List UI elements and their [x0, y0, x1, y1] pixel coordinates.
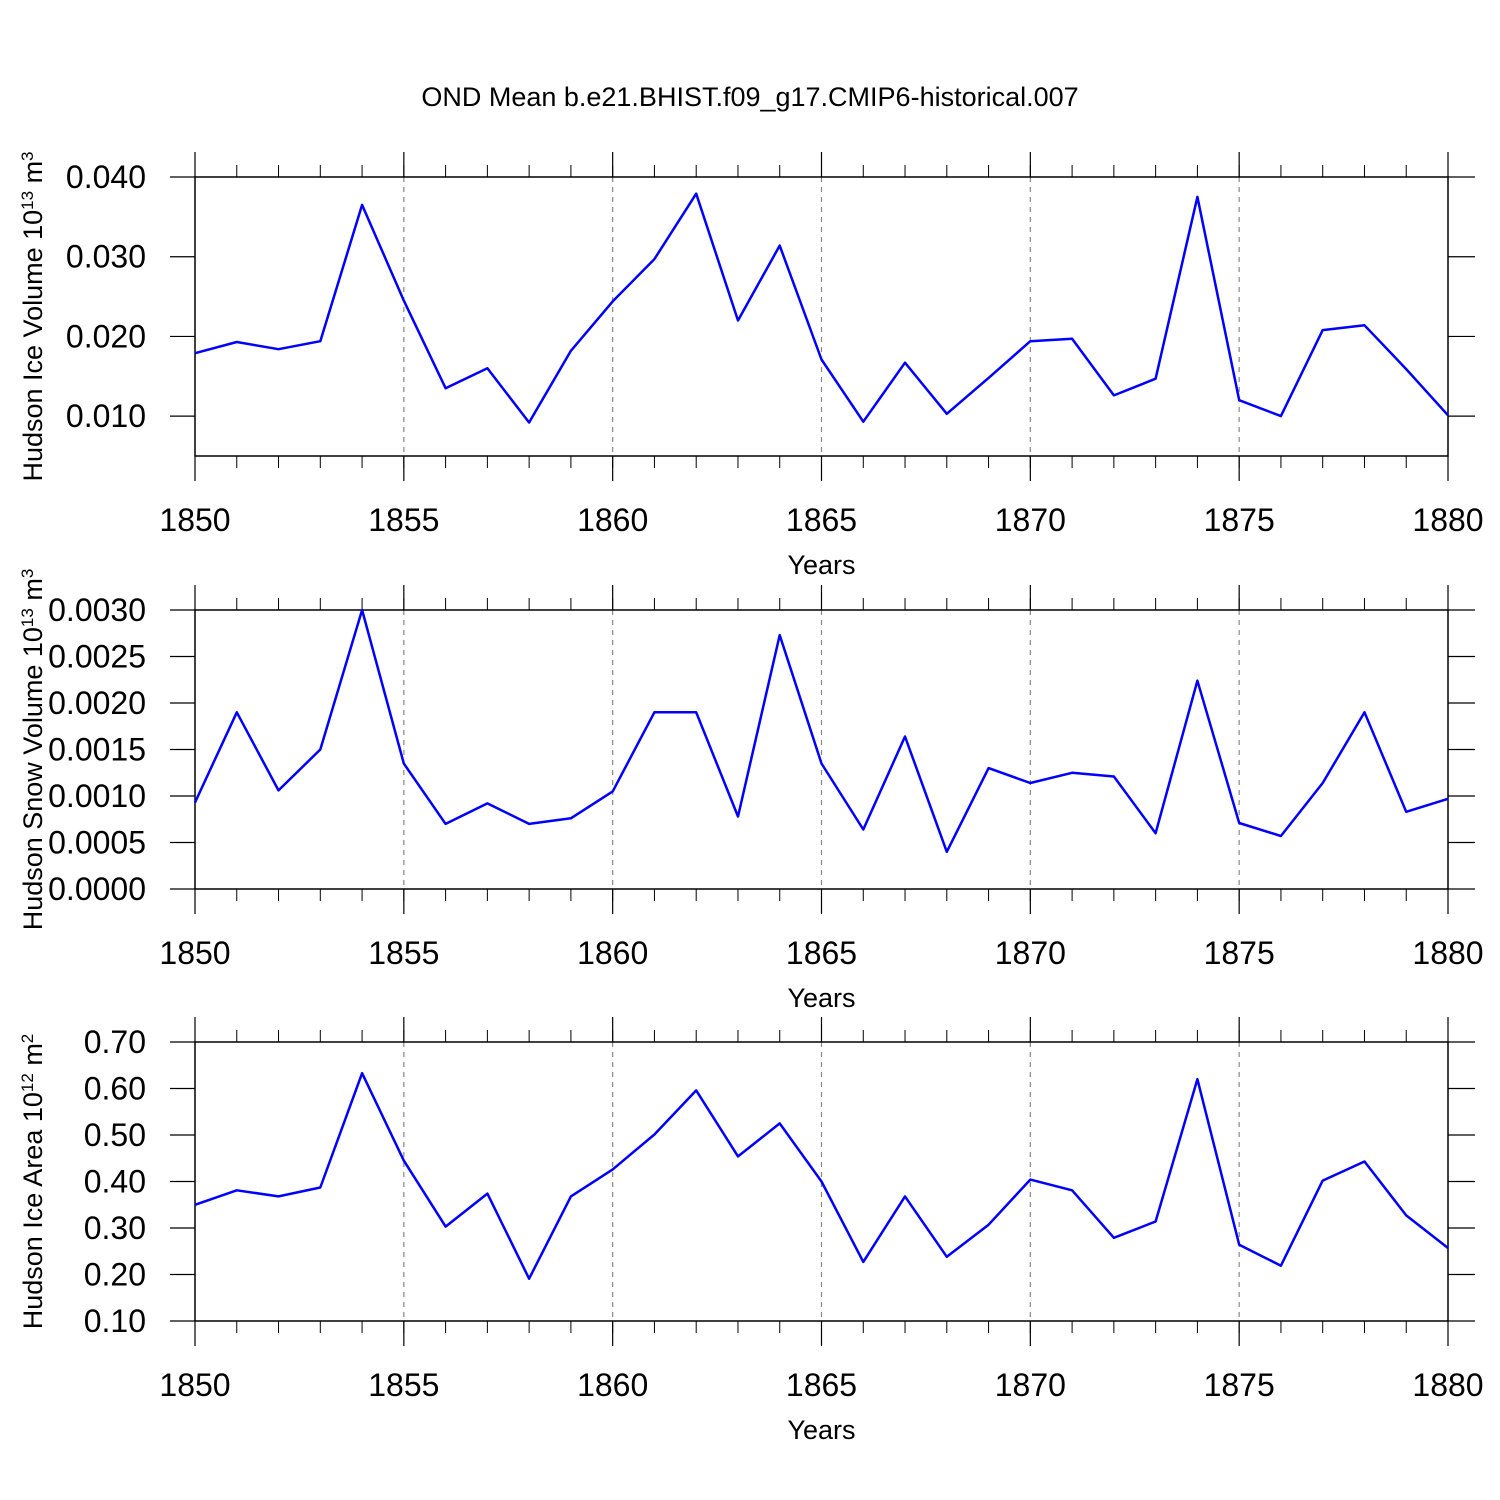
x-axis-label: Years: [787, 550, 855, 580]
y-label-text: Hudson Ice Volume 10: [18, 210, 48, 482]
y-label-superscript: 13: [18, 608, 37, 627]
y-tick-label: 0.40: [84, 1164, 146, 1200]
x-tick-label: 1860: [577, 502, 648, 538]
x-tick-label: 1880: [1412, 502, 1483, 538]
y-tick-label: 0.50: [84, 1117, 146, 1153]
y-tick-label: 0.020: [66, 318, 146, 354]
y-label-superscript: 13: [18, 191, 37, 210]
x-axis-label: Years: [787, 1415, 855, 1445]
y-tick-label: 0.0015: [48, 732, 146, 768]
x-tick-label: 1865: [786, 935, 857, 971]
y-label-text: Hudson Ice Area 10: [18, 1092, 48, 1329]
x-tick-label: 1880: [1412, 1367, 1483, 1403]
y-label-superscript: 3: [18, 151, 37, 160]
x-tick-label: 1865: [786, 1367, 857, 1403]
y-tick-label: 0.10: [84, 1303, 146, 1339]
y-label-text: m: [18, 1043, 48, 1073]
y-tick-label: 0.010: [66, 398, 146, 434]
x-tick-label: 1865: [786, 502, 857, 538]
plot-frame: [194, 176, 1449, 457]
x-tick-label: 1850: [159, 1367, 230, 1403]
x-tick-label: 1855: [368, 502, 439, 538]
y-tick-label: 0.60: [84, 1071, 146, 1107]
x-tick-label: 1855: [368, 1367, 439, 1403]
y-tick-label: 0.0000: [48, 871, 146, 907]
y-axis-label: Hudson Ice Volume 1013 m3: [18, 151, 48, 481]
x-tick-label: 1875: [1204, 935, 1275, 971]
data-line: [194, 1071, 1449, 1280]
data-line: [194, 192, 1449, 424]
y-tick-label: 0.0030: [48, 592, 146, 628]
x-tick-label: 1870: [995, 1367, 1066, 1403]
y-tick-label: 0.0025: [48, 639, 146, 675]
y-tick-label: 0.0020: [48, 685, 146, 721]
y-tick-label: 0.30: [84, 1210, 146, 1246]
y-axis-label: Hudson Ice Area 1012 m2: [18, 1034, 48, 1330]
x-tick-label: 1870: [995, 502, 1066, 538]
x-tick-label: 1880: [1412, 935, 1483, 971]
x-tick-label: 1860: [577, 935, 648, 971]
y-label-superscript: 2: [18, 1034, 37, 1043]
y-label-text: m: [18, 161, 48, 191]
y-label-superscript: 12: [18, 1073, 37, 1092]
chart-title: OND Mean b.e21.BHIST.f09_g17.CMIP6-histo…: [421, 82, 1078, 112]
y-label-text: m: [18, 578, 48, 608]
x-tick-label: 1875: [1204, 502, 1275, 538]
data-line: [193, 608, 1449, 854]
plot-frame: [194, 609, 1449, 890]
y-tick-label: 0.030: [66, 239, 146, 275]
y-axis-label: Hudson Snow Volume 1013 m3: [18, 569, 48, 931]
y-tick-label: 0.70: [84, 1024, 146, 1060]
x-tick-label: 1860: [577, 1367, 648, 1403]
y-label-superscript: 3: [18, 569, 37, 578]
x-tick-label: 1850: [159, 502, 230, 538]
y-tick-label: 0.040: [66, 159, 146, 195]
x-axis-label: Years: [787, 983, 855, 1013]
y-tick-label: 0.0005: [48, 825, 146, 861]
x-tick-label: 1875: [1204, 1367, 1275, 1403]
y-label-text: Hudson Snow Volume 10: [18, 627, 48, 930]
y-tick-label: 0.20: [84, 1257, 146, 1293]
x-tick-label: 1855: [368, 935, 439, 971]
x-tick-label: 1850: [159, 935, 230, 971]
plot-frame: [194, 1041, 1449, 1322]
y-tick-label: 0.0010: [48, 778, 146, 814]
x-tick-label: 1870: [995, 935, 1066, 971]
